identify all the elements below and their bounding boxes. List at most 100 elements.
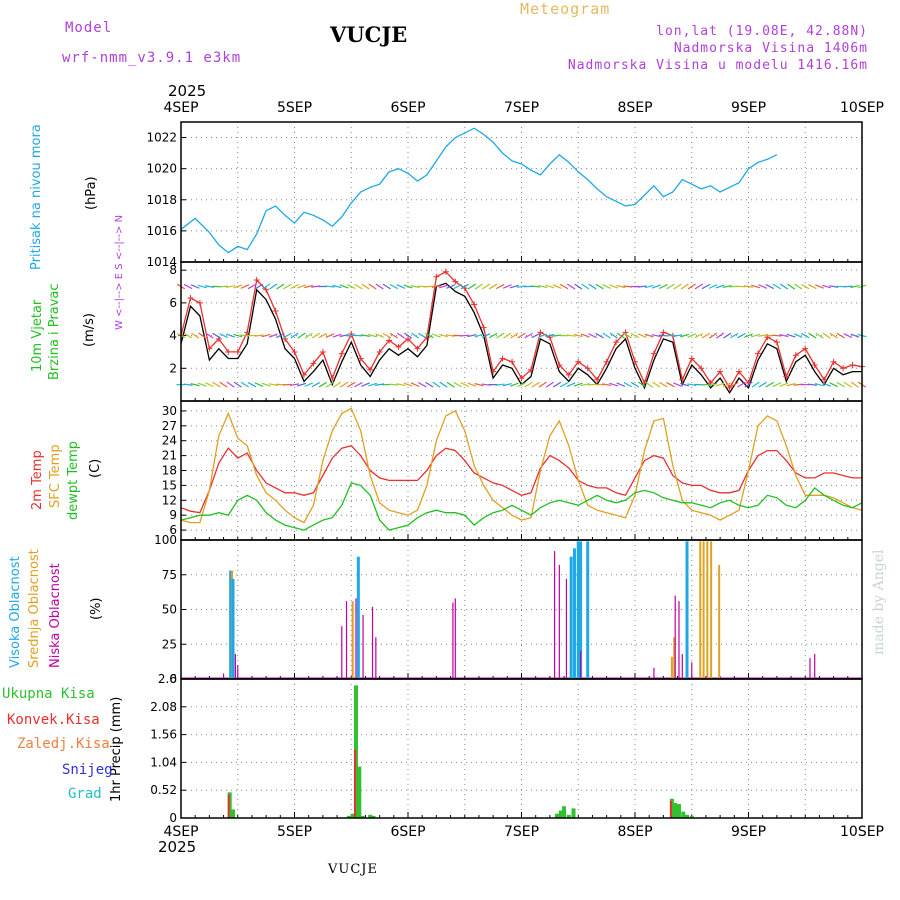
wind-arrow xyxy=(765,283,775,290)
wind-arrow xyxy=(453,283,462,290)
wind-arrow xyxy=(801,283,810,290)
cloud-bar-low xyxy=(691,662,693,679)
y-tick-label: 15 xyxy=(162,478,177,492)
y-tick-label: 50 xyxy=(162,603,177,617)
wind-arrow xyxy=(694,332,704,339)
wind-arrow xyxy=(375,333,385,338)
precip-bar-total xyxy=(231,809,236,818)
wind-arrow xyxy=(595,332,604,339)
wind-arrow xyxy=(446,284,455,289)
wind-arrow xyxy=(559,283,569,290)
gust-marker xyxy=(386,337,393,344)
wind-arrow xyxy=(446,381,455,388)
wind-arrow xyxy=(261,333,271,338)
wind-arrow xyxy=(630,332,640,339)
gust-marker xyxy=(830,358,837,365)
wind-arrow xyxy=(425,381,434,388)
gust-marker xyxy=(272,308,279,315)
wind-arrow xyxy=(254,283,264,290)
cloud-bar-mid xyxy=(670,656,673,679)
wind-arrow xyxy=(644,333,654,338)
wind-arrow xyxy=(794,283,803,290)
wind-arrow xyxy=(205,332,214,339)
wind-arrow xyxy=(595,283,604,290)
wind-arrow xyxy=(616,332,625,339)
wind-arrow xyxy=(219,381,228,388)
wind-arrow xyxy=(722,382,732,388)
cloud-bar-low xyxy=(237,665,239,679)
wind-arrow xyxy=(233,333,243,338)
wind-arrow xyxy=(183,332,193,339)
gust-marker xyxy=(452,278,459,285)
wind-arrow xyxy=(708,332,718,339)
lonlat-label: lon,lat (19.08E, 42.88N) xyxy=(656,24,868,39)
wind-arrow xyxy=(652,381,661,388)
year-bottom: 2025 xyxy=(158,838,197,856)
wind-arrow xyxy=(609,332,618,339)
wind-arrow xyxy=(332,333,342,338)
legend-hail: Grad xyxy=(68,786,102,802)
wind-arrow xyxy=(715,284,725,289)
wind-arrow xyxy=(609,284,619,289)
wind-arrow xyxy=(637,333,647,338)
date-tick-bottom: 7SEP xyxy=(504,824,539,840)
y-tick-label: 1020 xyxy=(146,162,177,176)
gust-marker xyxy=(660,329,667,336)
wind-arrow xyxy=(495,283,505,290)
wind-arrow xyxy=(467,382,477,387)
wind-arrow xyxy=(488,283,498,290)
model-elevation-label: Nadmorska Visina u modelu 1416.16m xyxy=(567,58,868,73)
wind-arrow xyxy=(191,332,200,339)
y-tick-label: 2.08 xyxy=(150,700,177,714)
date-tick-top: 6SEP xyxy=(390,100,425,116)
cloud-bar-low xyxy=(371,606,374,679)
wind-arrow xyxy=(694,283,703,290)
wind-arrow xyxy=(262,283,271,290)
wind-arrow xyxy=(368,333,378,338)
wind-arrow xyxy=(474,333,484,338)
gust-marker xyxy=(840,365,847,372)
wind-arrow xyxy=(666,382,675,388)
wind-arrow xyxy=(354,283,363,290)
wind-arrow xyxy=(354,382,363,388)
wind-arrow xyxy=(545,381,554,388)
cloud-bar-mid xyxy=(702,541,705,679)
wind-arrow xyxy=(737,381,746,388)
wind-arrow xyxy=(573,382,583,387)
precip-bar-total xyxy=(566,814,571,818)
wind-arrow xyxy=(779,334,789,338)
gust-marker xyxy=(821,376,828,383)
wind-arrow xyxy=(488,332,498,339)
wind-arrow xyxy=(807,383,817,386)
wind-arrow xyxy=(850,333,860,338)
wind-arrow xyxy=(517,382,526,388)
series-line xyxy=(180,127,778,254)
gust-marker xyxy=(802,345,809,352)
y-tick-label: 1.04 xyxy=(150,755,177,769)
legend-snow: Snijeg xyxy=(62,762,113,778)
wind-arrow xyxy=(474,283,483,290)
wind-arrow xyxy=(779,382,789,387)
wind-arrow xyxy=(360,334,370,337)
wind-panel: 2 4 6 8 xyxy=(169,261,867,402)
wind-arrow xyxy=(417,381,427,388)
wind-arrow xyxy=(822,382,831,387)
wind-arrow xyxy=(701,332,711,339)
wind-arrow xyxy=(318,381,328,388)
wind-arrow xyxy=(418,332,427,339)
y-tick-label: 21 xyxy=(162,449,177,463)
gust-marker xyxy=(490,368,497,375)
wind-arrow xyxy=(708,383,718,387)
wind-arrow xyxy=(751,381,760,388)
precip-bar-total xyxy=(371,815,376,818)
top-date-axis: 4SEP 5SEP 6SEP 7SEP 8SEP 9SEP 10SEP xyxy=(163,100,884,116)
wind-arrow xyxy=(680,283,689,290)
gust-marker xyxy=(792,352,799,359)
wind-arrow xyxy=(290,332,299,339)
wind-arrow xyxy=(687,333,697,338)
wind-arrow xyxy=(226,285,236,289)
wind-arrow xyxy=(673,382,682,387)
wind-arrow xyxy=(247,381,257,388)
precip-bar-total xyxy=(346,815,351,818)
